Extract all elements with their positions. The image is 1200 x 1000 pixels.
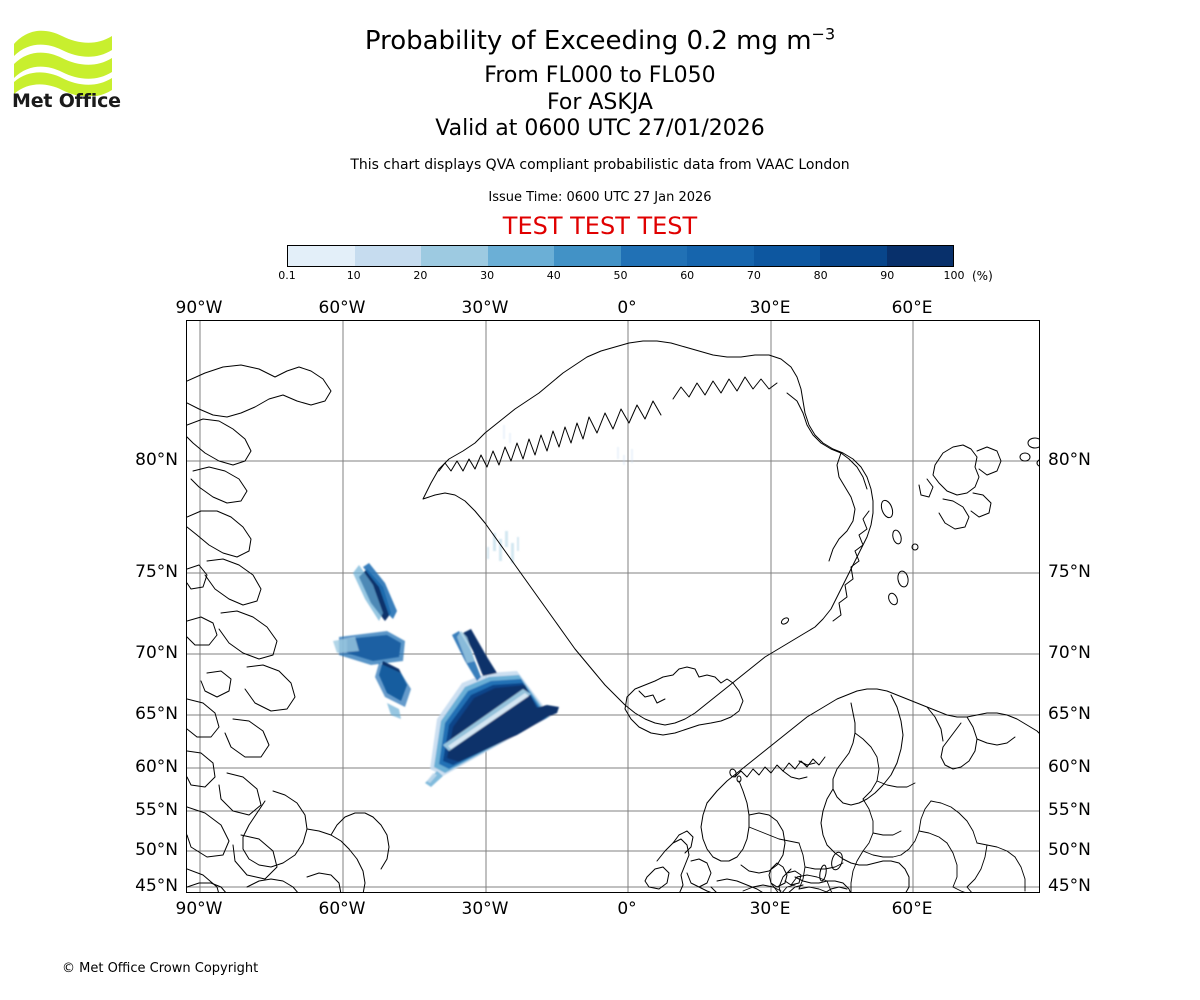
colorbar-band-7 [753,246,820,266]
colorbar-tick-0.1: 0.1 [278,269,296,282]
colorbar-band-2 [421,246,488,266]
lat-label-left-80°N: 80°N [135,450,178,470]
map-canvas [187,321,1039,892]
colorbar-tick-90: 90 [880,269,895,282]
colorbar-tick-30: 30 [480,269,495,282]
issue-time-label: Issue Time: 0600 UTC 27 Jan 2026 [488,190,712,205]
lat-label-left-60°N: 60°N [135,757,178,777]
colorbar-tick-70: 70 [746,269,761,282]
lon-label-top-90°W: 90°W [175,298,223,318]
lon-label-top-60°W: 60°W [318,298,366,318]
lon-label-bottom-60°W: 60°W [318,899,366,919]
map-coastlines [187,340,1039,892]
colorbar-band-1 [354,246,421,266]
lat-label-left-65°N: 65°N [135,704,178,724]
lon-label-bottom-90°W: 90°W [175,899,223,919]
colorbar-tick-50: 50 [613,269,628,282]
ash-probability-field [333,425,633,787]
map-gridlines [187,321,1039,892]
colorbar-tick-10: 10 [346,269,361,282]
met-office-wave-mark [14,30,112,96]
lat-label-left-75°N: 75°N [135,562,178,582]
volcano-subtitle: For ASKJA [547,90,653,115]
lat-label-right-55°N: 55°N [1048,800,1091,820]
lat-label-left-45°N: 45°N [135,876,178,896]
lon-label-bottom-0°: 0° [617,899,637,919]
colorbar-band-6 [687,246,754,266]
lon-label-bottom-60°E: 60°E [891,899,933,919]
lon-label-top-60°E: 60°E [891,298,933,318]
page-title: Probability of Exceeding 0.2 mg m−3 [0,26,1200,56]
colorbar-band-5 [620,246,687,266]
colorbar-tick-40: 40 [546,269,561,282]
colorbar-bands [287,245,954,267]
lon-label-top-30°W: 30°W [461,298,509,318]
met-office-logo-text: Met Office [12,90,121,112]
lat-label-left-70°N: 70°N [135,643,178,663]
colorbar-tick-100: 100 [943,269,965,282]
colorbar-band-4 [554,246,621,266]
lat-label-right-75°N: 75°N [1048,562,1091,582]
valid-time-subtitle: Valid at 0600 UTC 27/01/2026 [435,116,765,141]
lat-label-right-50°N: 50°N [1048,840,1091,860]
lat-label-right-80°N: 80°N [1048,450,1091,470]
copyright-label: © Met Office Crown Copyright [62,961,259,976]
colorbar-tick-80: 80 [813,269,828,282]
lat-label-right-45°N: 45°N [1048,876,1091,896]
lon-label-top-0°: 0° [617,298,637,318]
lat-label-left-55°N: 55°N [135,800,178,820]
lon-label-bottom-30°E: 30°E [749,899,791,919]
flight-level-subtitle: From FL000 to FL050 [484,63,716,88]
test-banner: TEST TEST TEST [502,212,698,240]
lat-label-right-70°N: 70°N [1048,643,1091,663]
page-title-text: Probability of Exceeding 0.2 mg m [364,26,812,56]
met-office-logo [12,24,132,114]
colorbar-tick-20: 20 [413,269,428,282]
colorbar-band-0 [288,246,355,266]
colorbar-tick-60: 60 [680,269,695,282]
lat-label-left-50°N: 50°N [135,840,178,860]
colorbar-band-9 [886,246,953,266]
qva-compliance-note: This chart displays QVA compliant probab… [350,157,850,173]
lat-label-right-60°N: 60°N [1048,757,1091,777]
colorbar-band-3 [487,246,554,266]
map-plot-area [186,320,1040,893]
lon-label-top-30°E: 30°E [749,298,791,318]
colorbar-band-8 [820,246,887,266]
lon-label-bottom-30°W: 30°W [461,899,509,919]
lat-label-right-65°N: 65°N [1048,704,1091,724]
page-title-exponent: −3 [811,24,836,44]
colorbar-units-label: (%) [972,269,993,283]
probability-colorbar: 0.1 10 20 30 40 50 60 70 80 90 100 [278,245,965,282]
